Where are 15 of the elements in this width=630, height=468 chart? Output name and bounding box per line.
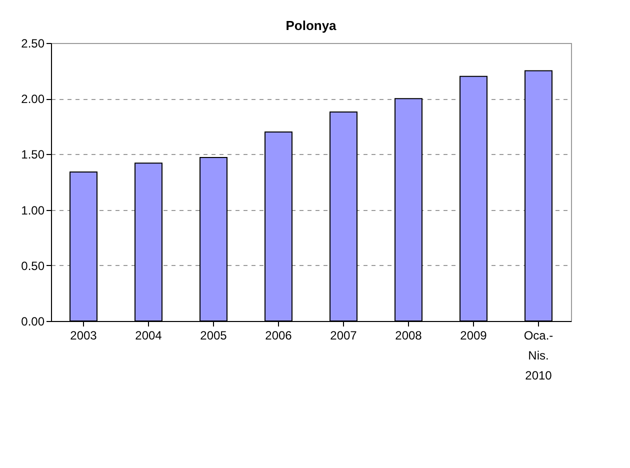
- y-tick-label: 2.00: [21, 92, 45, 106]
- x-tick-label: 2007: [330, 328, 358, 342]
- x-tick-label: 2004: [135, 328, 162, 342]
- chart-title: Polonya: [286, 18, 338, 33]
- x-tick-label: Oca.-Nis. 2010: [524, 328, 554, 382]
- x-tick-label: 2006: [265, 328, 292, 342]
- y-tick-label: 0.00: [21, 314, 45, 328]
- y-tick-label: 0.50: [21, 258, 45, 273]
- y-tick-label: 1.00: [21, 203, 45, 218]
- x-tick-label: 2009: [460, 328, 488, 342]
- y-tick-label: 1.50: [21, 148, 45, 162]
- x-tick-label: 2005: [200, 328, 228, 342]
- y-tick-label: 2.50: [21, 36, 45, 50]
- x-tick-label: 2008: [395, 328, 422, 342]
- x-tick-label: 2003: [70, 328, 98, 342]
